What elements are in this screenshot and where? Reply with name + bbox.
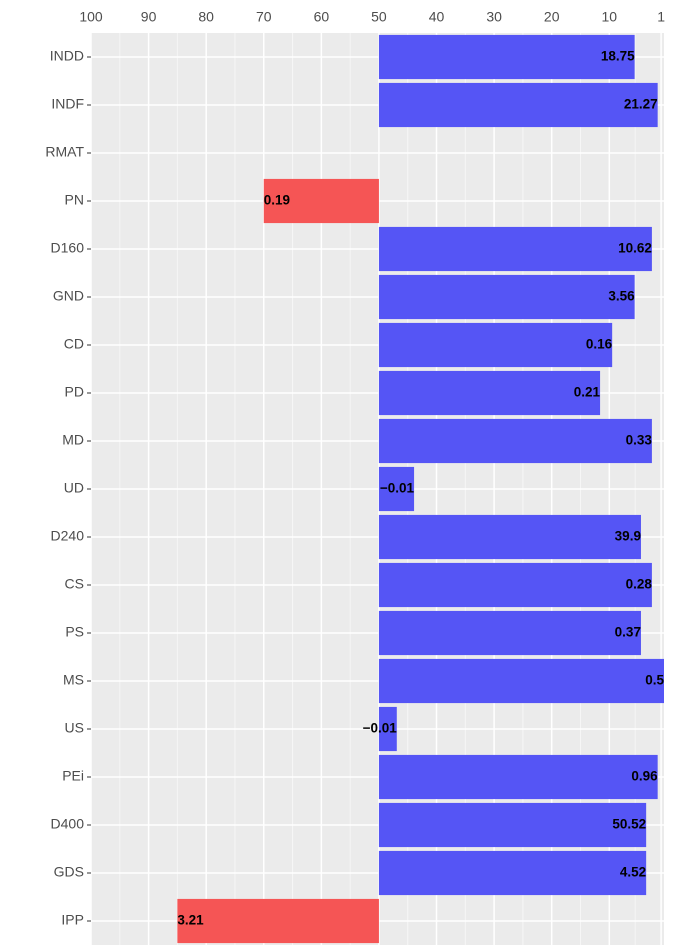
- bar: [378, 466, 415, 512]
- bar-annotation: 0.28: [626, 577, 653, 592]
- bar: [177, 898, 379, 944]
- y-tick-label: GDS: [54, 864, 84, 880]
- x-tick-label: 10: [602, 9, 618, 25]
- bar: [378, 754, 658, 800]
- y-tick-label: PN: [65, 192, 84, 208]
- y-tick-label: D400: [51, 816, 85, 832]
- bar: [378, 226, 652, 272]
- bar: [263, 178, 379, 224]
- y-tick-label: RMAT: [45, 144, 84, 160]
- x-tick-label: 30: [486, 9, 502, 25]
- bar-annotation: 50.52: [612, 817, 646, 832]
- bar: [378, 562, 652, 608]
- y-tick-label: CD: [64, 336, 84, 352]
- y-tick-label: PEi: [62, 768, 84, 784]
- bar-annotation: 18.75: [601, 49, 635, 64]
- y-tick-label: MD: [62, 432, 84, 448]
- bar: [378, 802, 647, 848]
- x-tick-label: 40: [429, 9, 445, 25]
- bar-annotation: 10.62: [618, 241, 652, 256]
- bar-annotation: 0.16: [586, 337, 613, 352]
- bar: [378, 274, 635, 320]
- y-tick-label: US: [65, 720, 84, 736]
- x-tick-label: 90: [141, 9, 157, 25]
- y-tick-label: GND: [53, 288, 84, 304]
- y-tick-label: CS: [65, 576, 84, 592]
- bar-annotation: 0.96: [631, 769, 658, 784]
- bar: [378, 610, 641, 656]
- y-tick-label: PS: [65, 624, 84, 640]
- bar: [378, 322, 613, 368]
- bar-annotation: 0.33: [626, 433, 653, 448]
- bar-annotation: 0.21: [574, 385, 601, 400]
- y-tick-label: D160: [51, 240, 85, 256]
- bar: [378, 418, 652, 464]
- bar-annotation: 0.5: [645, 673, 664, 688]
- bar: [378, 514, 641, 560]
- x-tick-label: 50: [371, 9, 387, 25]
- x-tick-label: 100: [79, 9, 103, 25]
- bar-annotation: 0.19: [264, 193, 290, 208]
- bar: [378, 370, 601, 416]
- bar-annotation: 0.37: [615, 625, 641, 640]
- bar: [378, 706, 397, 752]
- y-tick-label: INDD: [50, 48, 84, 64]
- y-tick-label: UD: [64, 480, 84, 496]
- y-tick-label: INDF: [51, 96, 84, 112]
- bar-annotation: 39.9: [615, 529, 641, 544]
- bar-annotation: −0.01: [380, 481, 415, 496]
- bar-annotation: 21.27: [624, 97, 658, 112]
- x-tick-label: 20: [544, 9, 560, 25]
- bar: [378, 82, 658, 128]
- bar-annotation: 3.21: [177, 913, 204, 928]
- x-tick-label: 80: [198, 9, 214, 25]
- y-tick-label: IPP: [61, 912, 84, 928]
- bar-annotation: −0.01: [363, 721, 398, 736]
- x-tick-label: 60: [314, 9, 330, 25]
- y-tick-label: D240: [51, 528, 85, 544]
- bar-annotation: 3.56: [608, 289, 635, 304]
- y-tick-label: MS: [63, 672, 84, 688]
- x-tick-label: 1: [657, 9, 665, 25]
- y-tick-label: PD: [65, 384, 84, 400]
- bar: [378, 34, 635, 80]
- bar: [378, 658, 664, 704]
- x-tick-label: 70: [256, 9, 272, 25]
- bar-annotation: 4.52: [620, 865, 646, 880]
- bar: [378, 850, 647, 896]
